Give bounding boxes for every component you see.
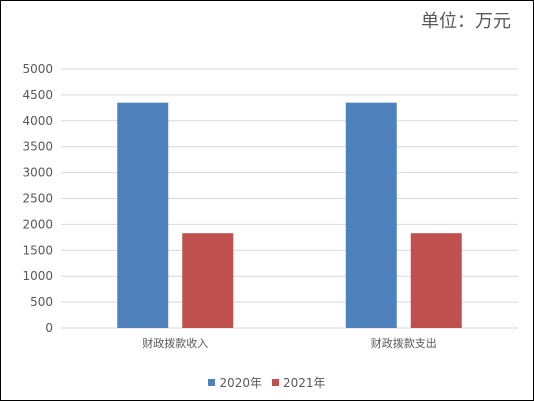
y-axis: 0 500 1000 1500 2000 2500 3000 3500 4000 4500 5000 — [22, 62, 53, 335]
bars — [117, 102, 462, 328]
bar — [410, 233, 462, 328]
legend-label: 2020年 — [219, 376, 262, 390]
y-tick-label: 4000 — [22, 114, 53, 128]
legend: 2020年 2021年 — [1, 374, 533, 391]
x-category-label: 财政拨款支出 — [371, 336, 437, 350]
y-tick-label: 2500 — [22, 192, 53, 206]
x-category-label: 财政拨款收入 — [142, 336, 208, 350]
legend-item: 2021年 — [272, 374, 326, 391]
legend-swatch — [272, 379, 279, 386]
bar — [345, 102, 397, 328]
legend-swatch — [208, 379, 216, 386]
bar — [182, 233, 234, 328]
bar — [117, 102, 169, 328]
legend-label: 2021年 — [283, 376, 326, 390]
y-tick-label: 3000 — [22, 166, 53, 180]
y-tick-label: 4500 — [22, 88, 53, 102]
y-tick-label: 2000 — [22, 217, 53, 231]
legend-item: 2020年 — [208, 374, 262, 391]
x-axis: 财政拨款收入 财政拨款支出 — [142, 336, 437, 350]
y-tick-label: 0 — [45, 321, 53, 335]
y-tick-label: 1000 — [22, 269, 53, 283]
unit-label: 单位：万元 — [421, 11, 511, 32]
y-tick-label: 3500 — [22, 140, 53, 154]
y-tick-label: 1500 — [22, 243, 53, 257]
y-tick-label: 500 — [30, 295, 53, 309]
y-tick-label: 5000 — [22, 62, 53, 76]
